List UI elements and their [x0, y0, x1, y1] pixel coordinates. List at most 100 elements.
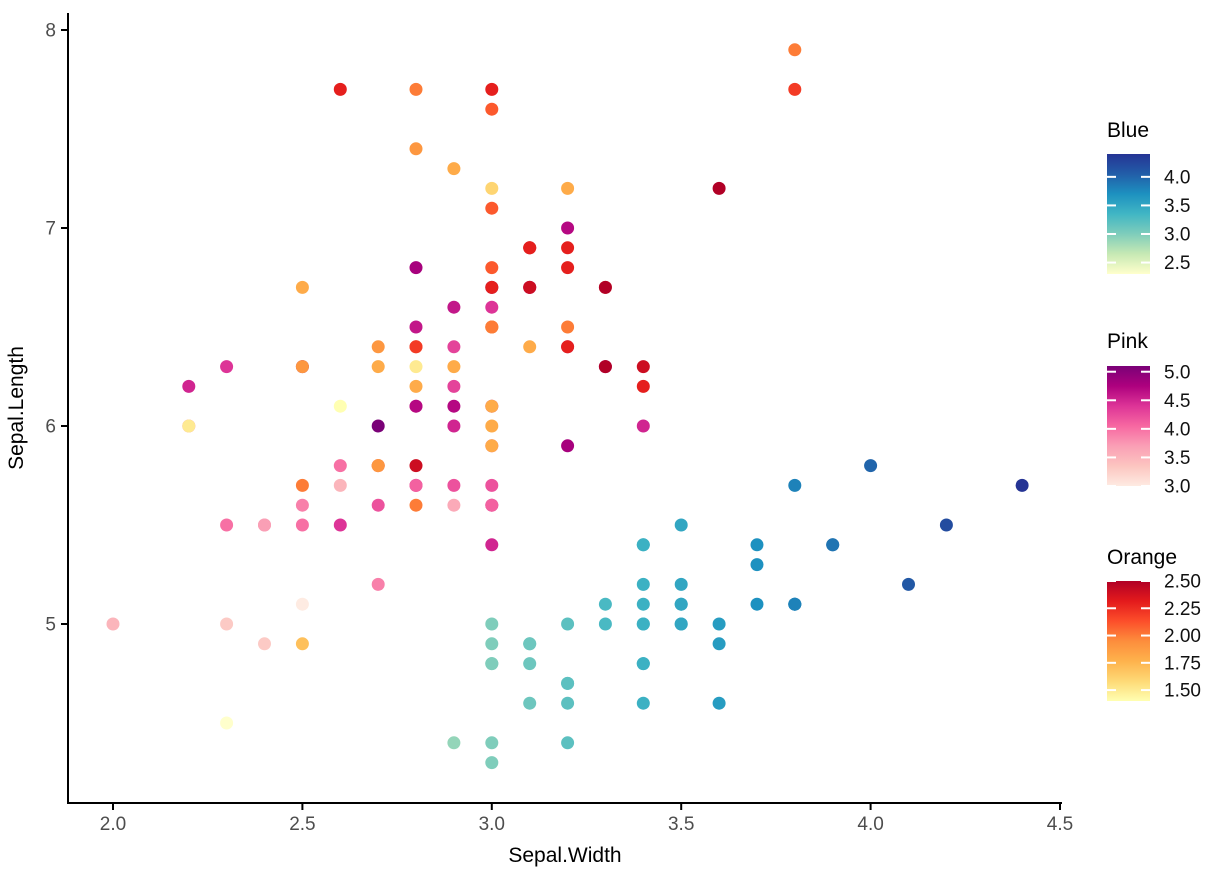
data-point	[371, 419, 385, 433]
data-point	[333, 399, 347, 413]
legend-colorbar	[1107, 154, 1150, 274]
data-point	[485, 756, 499, 770]
legend-colorbar	[1107, 366, 1150, 486]
x-tick-label: 4.0	[857, 814, 883, 835]
legend-tick-label: 5.0	[1164, 362, 1190, 383]
data-point	[523, 340, 537, 354]
data-point	[220, 617, 234, 631]
data-point	[182, 419, 196, 433]
data-point	[598, 360, 612, 374]
data-point	[295, 280, 309, 294]
data-point	[485, 320, 499, 334]
data-point	[333, 478, 347, 492]
data-point	[636, 617, 650, 631]
data-point	[712, 696, 726, 710]
data-point	[636, 657, 650, 671]
data-point	[485, 439, 499, 453]
data-point	[561, 261, 575, 275]
data-point	[750, 558, 764, 572]
data-point	[485, 300, 499, 314]
data-point	[371, 577, 385, 591]
data-point	[333, 82, 347, 96]
data-point	[409, 82, 423, 96]
data-point	[447, 162, 461, 176]
data-point	[447, 478, 461, 492]
data-point	[561, 439, 575, 453]
data-point	[523, 280, 537, 294]
data-point	[485, 637, 499, 651]
data-point	[485, 419, 499, 433]
data-point	[409, 379, 423, 393]
data-point	[561, 221, 575, 235]
data-point	[485, 399, 499, 413]
data-point	[712, 181, 726, 195]
data-point	[333, 459, 347, 473]
data-point	[636, 577, 650, 591]
data-point	[447, 360, 461, 374]
data-point	[636, 360, 650, 374]
data-point	[485, 102, 499, 116]
series-orange	[182, 43, 802, 651]
data-point	[523, 696, 537, 710]
y-tick-label: 6	[45, 417, 56, 438]
legend-title: Blue	[1107, 119, 1149, 142]
data-point	[447, 399, 461, 413]
data-point	[788, 82, 802, 96]
data-point	[485, 478, 499, 492]
data-point	[447, 736, 461, 750]
data-point	[371, 459, 385, 473]
legend-title: Orange	[1107, 546, 1177, 569]
data-point	[447, 340, 461, 354]
legend-tick-label: 2.25	[1164, 599, 1201, 620]
data-point	[598, 597, 612, 611]
data-point	[636, 538, 650, 552]
data-point	[485, 538, 499, 552]
legend-tick-label: 2.5	[1164, 253, 1190, 274]
data-point	[674, 597, 688, 611]
data-point	[485, 617, 499, 631]
scatter-points	[106, 43, 1029, 770]
legend-blue: Blue 4.0 3.5 3.0 2.5	[1107, 119, 1190, 274]
data-point	[409, 459, 423, 473]
y-tick-label: 5	[45, 615, 56, 636]
data-point	[447, 300, 461, 314]
x-tick-label: 3.0	[479, 814, 505, 835]
data-point	[674, 617, 688, 631]
data-point	[598, 280, 612, 294]
data-point	[371, 360, 385, 374]
data-point	[409, 261, 423, 275]
legend-tick-label: 1.75	[1164, 653, 1201, 674]
data-point	[788, 43, 802, 57]
data-point	[182, 379, 196, 393]
data-point	[409, 340, 423, 354]
data-point	[712, 637, 726, 651]
data-point	[561, 736, 575, 750]
series-blue	[220, 459, 1029, 770]
x-tick-label: 4.5	[1047, 814, 1073, 835]
data-point	[371, 340, 385, 354]
legend-tick-label: 4.0	[1164, 168, 1190, 189]
data-point	[561, 241, 575, 255]
data-point	[485, 201, 499, 215]
data-point	[826, 538, 840, 552]
data-point	[750, 597, 764, 611]
data-point	[636, 379, 650, 393]
x-tick-label: 2.5	[289, 814, 315, 835]
data-point	[447, 419, 461, 433]
legend-tick-label: 2.00	[1164, 626, 1201, 647]
data-point	[295, 360, 309, 374]
data-point	[409, 360, 423, 374]
legend-title: Pink	[1107, 330, 1148, 353]
data-point	[485, 657, 499, 671]
data-point	[371, 498, 385, 512]
data-point	[561, 320, 575, 334]
x-tick-label: 2.0	[100, 814, 126, 835]
legend-orange: Orange 2.50 2.25 2.00 1.75 1.50	[1107, 546, 1201, 702]
legend-tick-label: 2.50	[1164, 572, 1201, 593]
legend-colorbar	[1107, 581, 1150, 701]
y-tick-label: 8	[45, 21, 56, 42]
data-point	[523, 637, 537, 651]
